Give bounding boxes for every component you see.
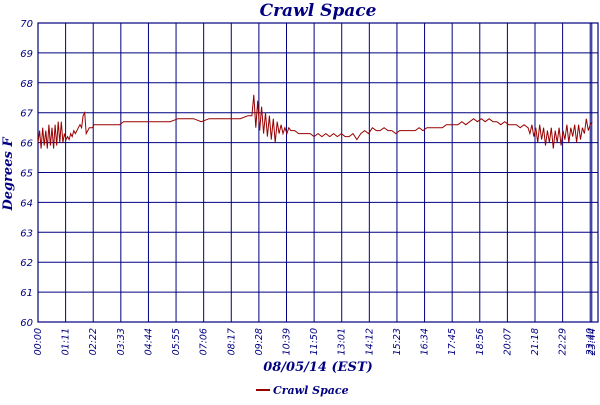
x-tick-label: 21:18 bbox=[530, 328, 541, 355]
x-tick-label: 20:07 bbox=[502, 328, 513, 355]
x-tick-label: 14:12 bbox=[364, 328, 375, 355]
y-tick-label: 65 bbox=[20, 169, 33, 180]
y-tick-label: 61 bbox=[20, 288, 33, 299]
x-tick-label: 01:11 bbox=[61, 328, 72, 355]
plot-frame bbox=[37, 22, 599, 323]
x-tick-label: 23:44 bbox=[587, 328, 598, 355]
x-tick-label: 16:34 bbox=[420, 328, 431, 355]
y-tick-label: 63 bbox=[20, 228, 33, 239]
x-tick-label: 18:56 bbox=[475, 328, 486, 355]
x-tick-label: 09:28 bbox=[254, 328, 265, 355]
legend: Crawl Space bbox=[256, 384, 349, 397]
series-line-crawl-space bbox=[37, 94, 593, 149]
chart-title: Crawl Space bbox=[260, 1, 377, 21]
x-tick-label: 08:17 bbox=[226, 328, 237, 355]
y-tick-label: 60 bbox=[20, 318, 33, 329]
y-tick-label: 66 bbox=[20, 139, 33, 150]
y-tick-label: 62 bbox=[20, 258, 33, 269]
legend-label-crawl-space: Crawl Space bbox=[273, 384, 349, 397]
x-tick-label: 02:22 bbox=[88, 328, 99, 355]
x-tick-label: 10:39 bbox=[282, 328, 293, 355]
x-tick-label: 00:00 bbox=[33, 328, 44, 355]
x-axis-label: 08/05/14 (EST) bbox=[263, 360, 373, 375]
x-tick-label: 17:45 bbox=[447, 328, 458, 355]
x-tick-label: 13:01 bbox=[337, 328, 348, 355]
y-tick-label: 67 bbox=[20, 109, 33, 120]
x-tick-label: 15:23 bbox=[392, 328, 403, 355]
y-tick-label: 69 bbox=[20, 49, 33, 60]
y-axis-label: Degrees F bbox=[1, 137, 16, 212]
x-tick-label: 22:29 bbox=[558, 328, 569, 355]
x-tick-label: 05:55 bbox=[171, 328, 182, 355]
x-tick-label: 23:40 bbox=[585, 328, 596, 355]
y-tick-label: 70 bbox=[20, 19, 33, 30]
x-tick-label: 07:06 bbox=[199, 328, 210, 355]
y-tick-label: 64 bbox=[20, 198, 33, 209]
x-tick-label: 11:50 bbox=[309, 328, 320, 355]
y-tick-label: 68 bbox=[20, 79, 33, 90]
x-tick-label: 03:33 bbox=[116, 328, 127, 355]
x-tick-label: 04:44 bbox=[143, 328, 154, 355]
